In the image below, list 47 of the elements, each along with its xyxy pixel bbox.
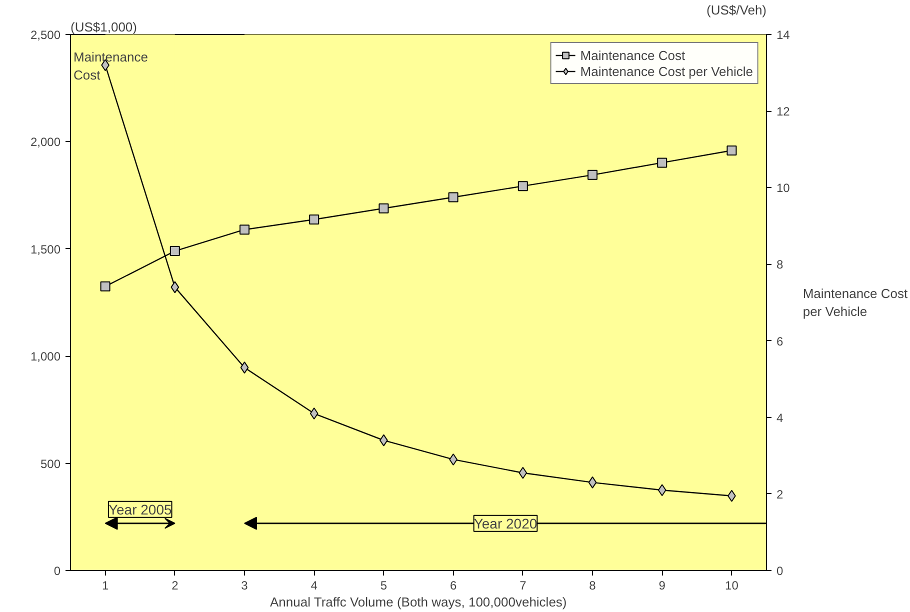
x-tick-label: 2 <box>172 578 179 592</box>
x-tick-label: 1 <box>102 578 109 592</box>
point <box>518 181 528 192</box>
point <box>240 362 249 374</box>
x-tick-label: 6 <box>450 578 457 592</box>
point <box>726 145 737 156</box>
point <box>310 408 318 420</box>
x-tick-label: 7 <box>520 578 527 592</box>
y2-tick-label: 4 <box>776 410 784 425</box>
point <box>658 484 666 496</box>
legend-label: Maintenance Cost per Vehicle <box>580 63 753 79</box>
annotation: (US$1,000) <box>70 20 137 34</box>
x-tick-label: 4 <box>310 578 318 592</box>
y-tick-label: 1,000 <box>30 350 61 364</box>
y2-tick-label: 2 <box>776 487 784 502</box>
x-tick-label: 8 <box>589 578 596 592</box>
point <box>588 476 597 488</box>
y2-tick-label: 8 <box>776 258 784 272</box>
point <box>100 281 110 292</box>
x-tick-label: 5 <box>380 578 388 592</box>
y-axis-title: Maintenance Cost <box>74 50 148 83</box>
point <box>170 281 180 294</box>
y2-tick-label: 0 <box>776 564 784 578</box>
point <box>657 158 668 168</box>
y-tick-label: 2,500 <box>30 28 61 42</box>
x-tick-label: 3 <box>241 578 248 592</box>
y2-tick-label: 10 <box>776 181 790 196</box>
y2-tick-label: 6 <box>776 334 784 348</box>
y-tick-label: 1,500 <box>30 242 61 256</box>
x-tick-label: 10 <box>725 578 739 592</box>
point <box>170 246 180 256</box>
y-tick-label: 2,000 <box>30 135 61 150</box>
point <box>240 224 250 235</box>
point <box>309 214 320 225</box>
point <box>588 170 598 180</box>
y2-tick-label: 14 <box>776 28 790 42</box>
y2-tick-label: 12 <box>776 104 790 119</box>
y2-axis-title: Maintenance Cost per Vehicle <box>802 286 908 319</box>
point <box>378 203 389 214</box>
point <box>518 466 528 479</box>
point <box>448 192 458 202</box>
y-tick-label: 0 <box>54 564 61 578</box>
x-tick-label: 9 <box>658 578 666 592</box>
text: (US$/Veh) <box>706 2 767 18</box>
legend-label: Maintenance Cost <box>580 47 686 63</box>
x-axis-title: Annual Traffc Volume (Both ways, 100,000vehicles) <box>270 594 567 610</box>
y-tick-label: 500 <box>40 456 61 471</box>
